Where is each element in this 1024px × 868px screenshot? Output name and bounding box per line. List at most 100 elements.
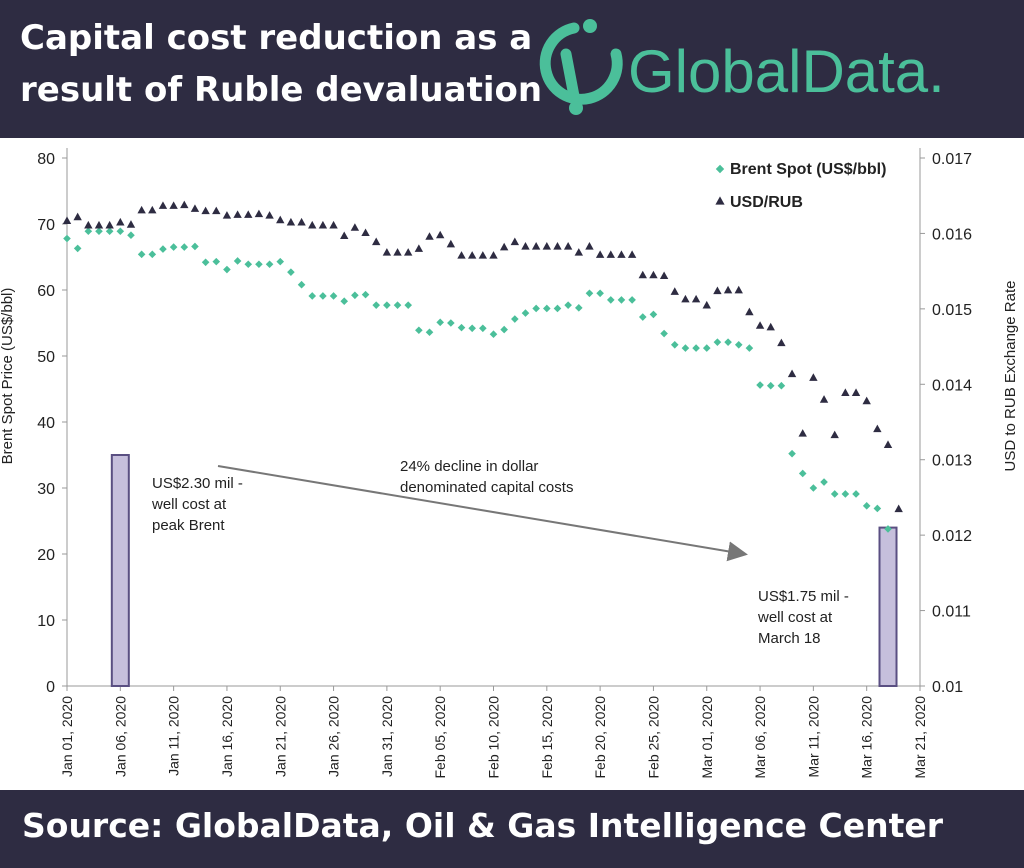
brent-point (297, 280, 306, 289)
usdrub-point (329, 220, 338, 229)
usdrub-point (819, 395, 829, 403)
usdrub-point (499, 242, 509, 251)
usdrub-point (425, 232, 434, 240)
usdrub-point (244, 210, 253, 218)
usdrub-point (798, 429, 807, 437)
y-right-tick-label: 0.016 (932, 226, 972, 243)
brent-point (756, 381, 764, 389)
annotation-peak-line-3: peak Brent (152, 517, 225, 534)
usdrub-point (446, 239, 456, 248)
brent-point (724, 338, 732, 346)
usdrub-point (478, 251, 488, 259)
usdrub-point (713, 286, 722, 295)
brent-point (575, 304, 583, 312)
brent-point (660, 329, 668, 338)
usdrub-point (148, 205, 157, 214)
brent-point (223, 265, 231, 274)
usdrub-point (521, 242, 530, 250)
x-tick-label: Jan 01, 2020 (59, 696, 75, 777)
y-left-tick-label: 30 (37, 481, 55, 498)
x-tick-label: Feb 10, 2020 (486, 696, 502, 779)
usdrub-point (809, 373, 818, 381)
brent-point (457, 323, 466, 332)
title-line-2: result of Ruble devaluation (20, 70, 543, 110)
brent-point (820, 478, 828, 486)
brent-point (777, 381, 786, 390)
y-left-tick-label: 80 (37, 151, 55, 168)
usdrub-point (777, 338, 786, 347)
brent-point (159, 245, 167, 253)
brent-point (287, 268, 295, 276)
y-right-tick-label: 0.014 (932, 377, 972, 394)
usdrub-point (233, 210, 242, 218)
usdrub-point (318, 220, 328, 229)
well-cost-bar-march (878, 526, 898, 687)
annotation-peak-line-2: well cost at (151, 496, 227, 513)
brent-point (84, 227, 93, 236)
brent-point (436, 318, 444, 327)
x-tick-label: Mar 16, 2020 (859, 696, 875, 779)
usdrub-point (84, 220, 93, 229)
usdrub-point (372, 237, 381, 246)
title-line-1: Capital cost reduction as a (20, 18, 533, 58)
usdrub-point (681, 294, 690, 303)
usdrub-point (851, 388, 861, 396)
brent-point (649, 310, 658, 319)
y-left-tick-label: 20 (37, 547, 55, 564)
brent-point (628, 296, 636, 304)
usdrub-point (201, 206, 210, 215)
brent-point (500, 325, 508, 334)
brent-point (191, 242, 199, 251)
brent-point (766, 381, 775, 390)
annotation-decline-line-1: 24% decline in dollar (400, 458, 538, 475)
annotation-march-line-1: US$1.75 mil - (758, 588, 849, 605)
usdrub-point (158, 201, 168, 209)
brent-point (489, 330, 498, 339)
usdrub-point (276, 215, 285, 224)
usdrub-point (723, 285, 733, 294)
y-left-tick-label: 0 (46, 679, 55, 696)
brent-point (105, 227, 114, 236)
brent-point (468, 324, 476, 333)
usdrub-point (435, 230, 445, 239)
y-right-tick-label: 0.015 (932, 302, 972, 319)
brent-point (148, 250, 157, 259)
usdrub-point (190, 204, 200, 212)
brent-point (638, 313, 647, 321)
brent-point (201, 258, 210, 267)
y-left-tick-label: 40 (37, 415, 55, 432)
usdrub-point (734, 285, 743, 294)
brent-point (415, 326, 423, 335)
legend-usdrub-label: USD/RUB (730, 194, 803, 211)
brent-point (319, 292, 327, 300)
usdrub-point (883, 440, 893, 448)
legend: Brent Spot (US$/bbl) USD/RUB (730, 161, 886, 211)
usdrub-point (649, 270, 658, 279)
usdrub-point (350, 223, 360, 231)
brent-point (340, 297, 349, 306)
brent-point (63, 234, 71, 243)
brent-point (372, 301, 381, 309)
brent-point (212, 257, 221, 266)
x-tick-label: Jan 21, 2020 (272, 696, 288, 777)
x-tick-label: Feb 05, 2020 (432, 696, 448, 779)
legend-usdrub-marker (715, 196, 725, 205)
annotation-march: US$1.75 mil - well cost at March 18 (757, 588, 849, 647)
brent-point (734, 340, 743, 349)
well-cost-bars (110, 454, 898, 687)
x-tick-label: Jan 26, 2020 (326, 696, 342, 777)
brent-point (670, 340, 679, 349)
usdrub-point (841, 388, 850, 396)
usdrub-point (638, 270, 647, 279)
y-right-tick-label: 0.017 (932, 151, 972, 168)
brent-point (425, 328, 434, 337)
usdrub-point (382, 248, 392, 256)
decline-arrow (217, 465, 748, 562)
usdrub-point (137, 205, 146, 214)
y-right-tick-label: 0.013 (932, 453, 972, 470)
brent-point (553, 304, 562, 313)
usdrub-point (745, 307, 754, 316)
brent-point (404, 301, 412, 309)
usdrub-point (489, 251, 498, 259)
legend-brent-marker (715, 164, 725, 174)
